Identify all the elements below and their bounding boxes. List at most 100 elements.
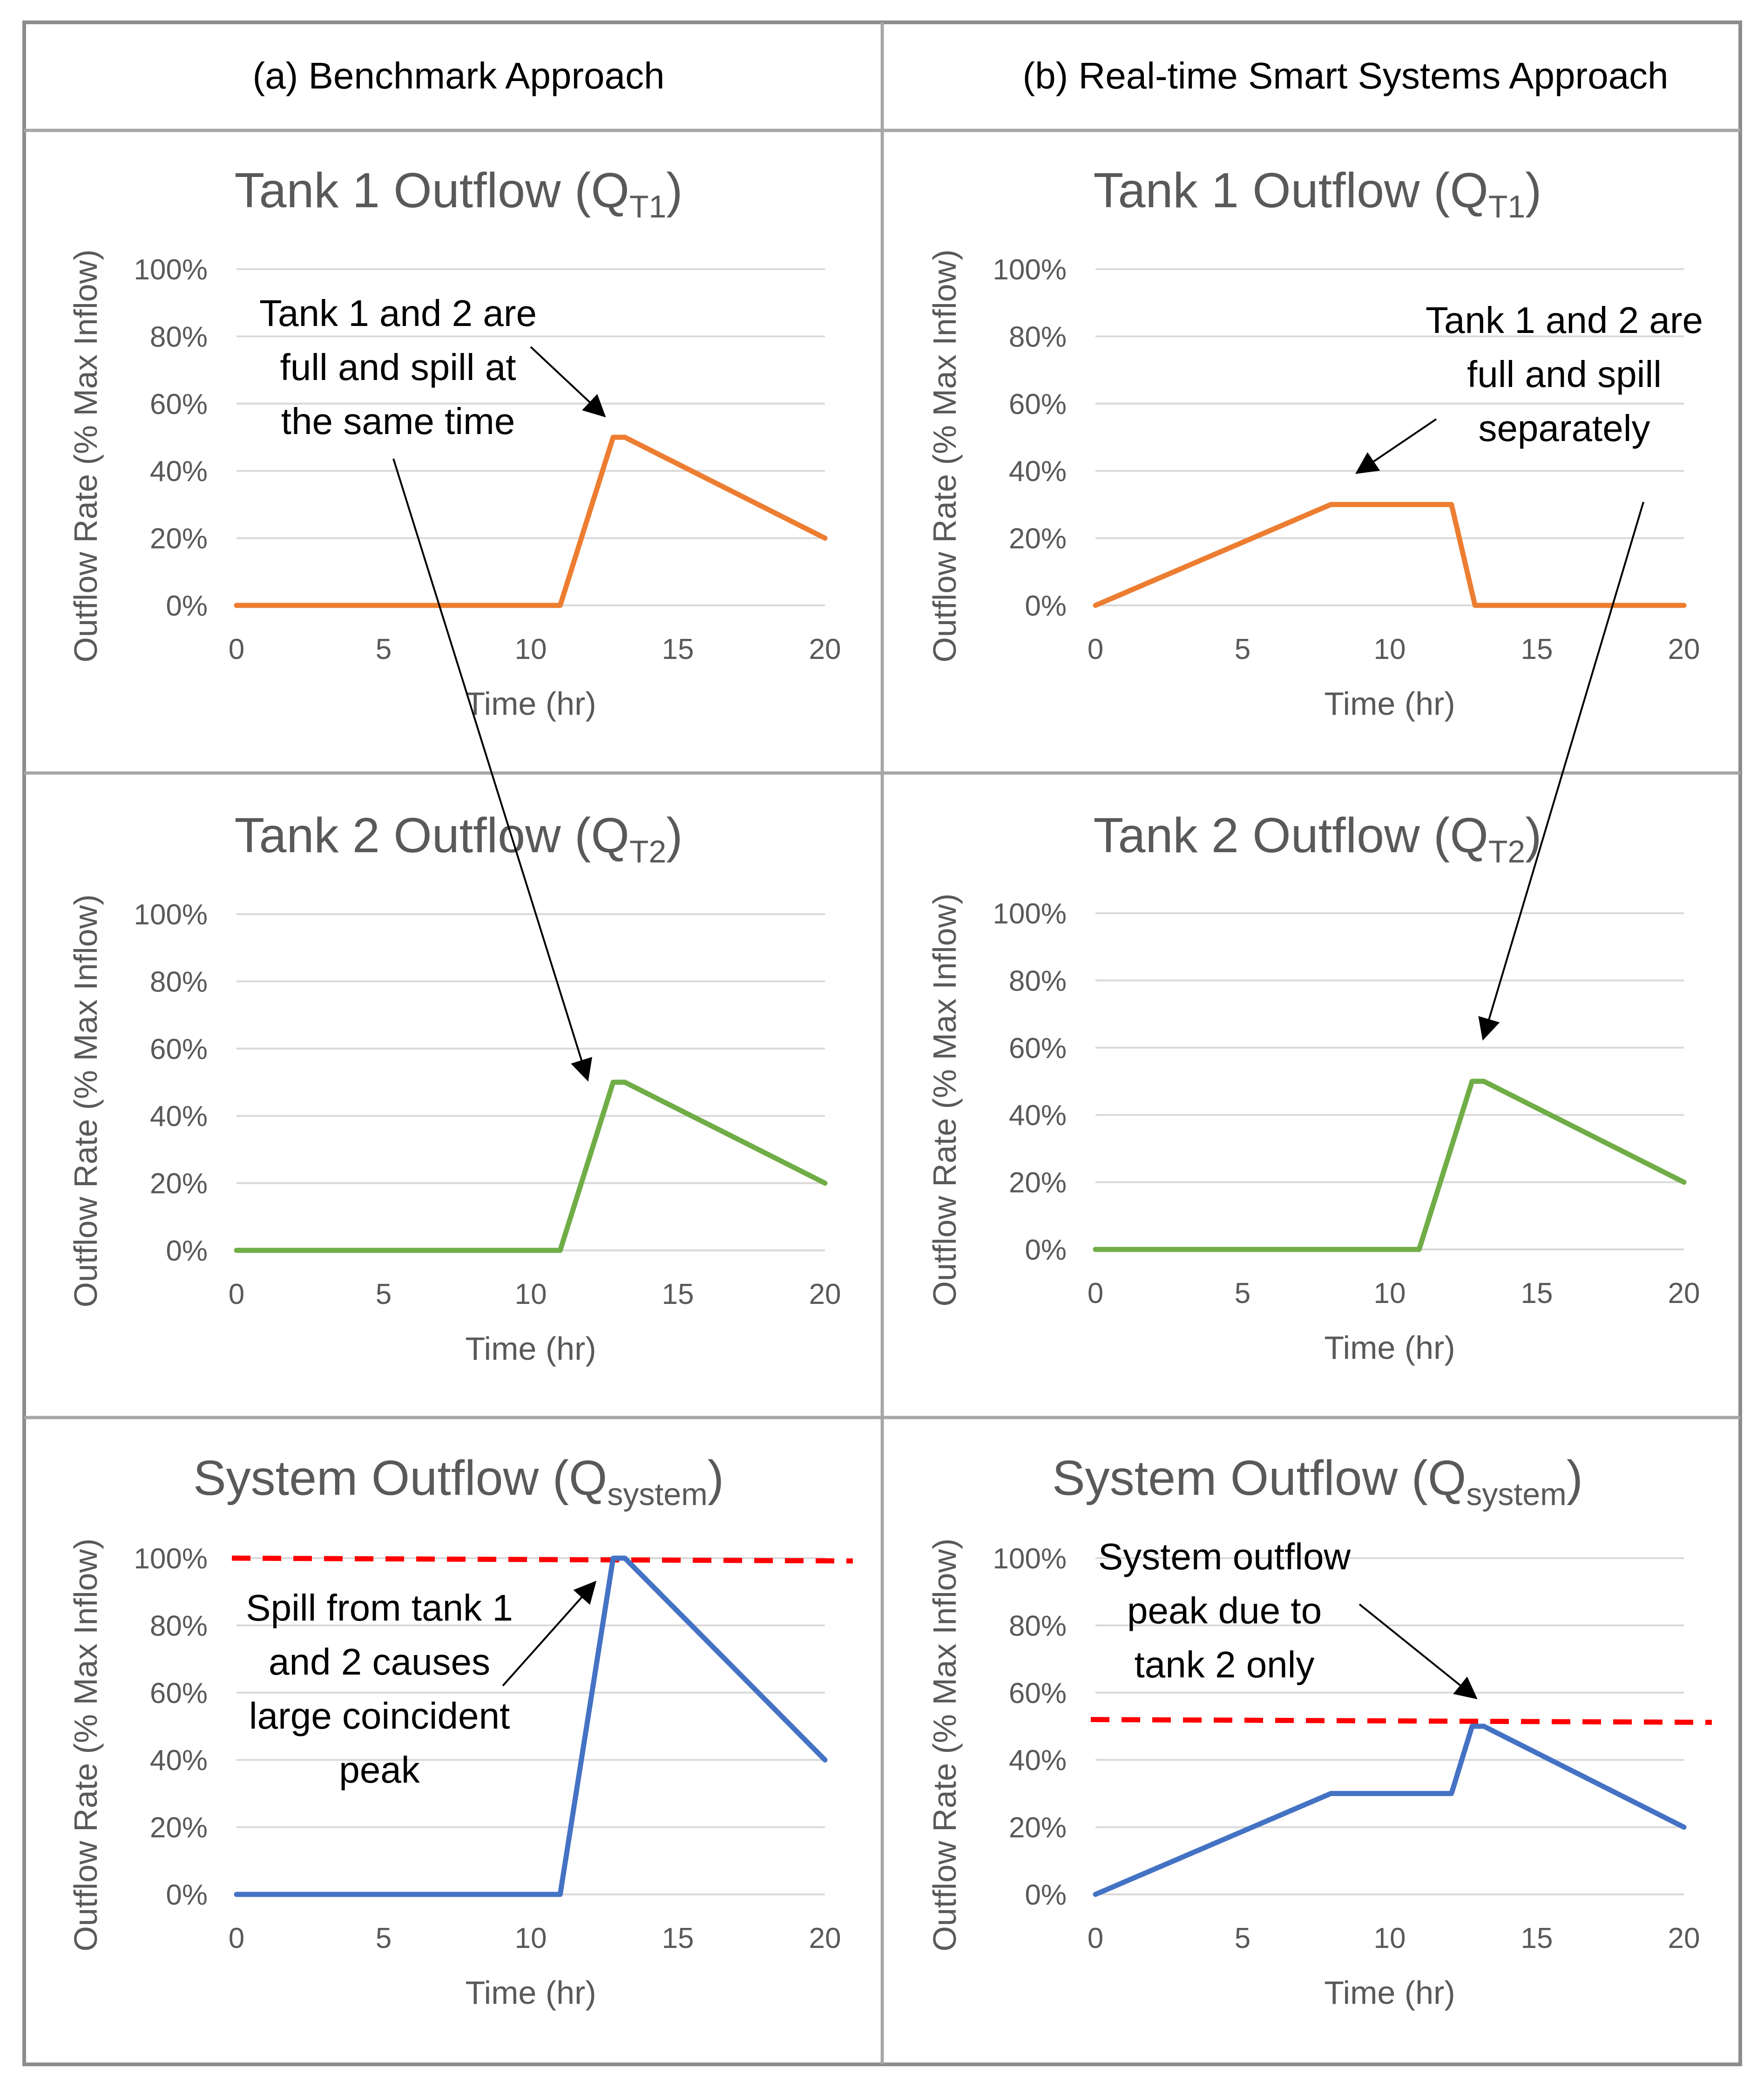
figure: (a) Benchmark Approach (b) Real-time Sma… [0, 0, 1764, 2076]
arrow-b-tank2-peak [1483, 502, 1643, 1038]
y-tick-label: 80% [1009, 965, 1067, 997]
x-tick-label: 15 [662, 1922, 694, 1954]
x-axis-title: Time (hr) [1324, 1974, 1455, 2011]
y-tick-label: 0% [1025, 1879, 1067, 1911]
y-tick-label: 60% [150, 1677, 208, 1710]
y-tick-label: 20% [1009, 1812, 1067, 1844]
x-axis-title: Time (hr) [465, 685, 596, 722]
y-tick-label: 40% [1009, 455, 1067, 488]
y-tick-label: 20% [150, 1812, 208, 1844]
chart-a-tank1-outflow: Tank 1 Outflow (QT1) 0% 20% 40% 60% 80% 100% 0 5… [68, 163, 841, 722]
y-tick-label: 40% [150, 1744, 208, 1777]
annotation-text: Tank 1 and 2 are full and spill separately [1426, 299, 1703, 449]
y-tick-label: 80% [1009, 1610, 1067, 1642]
chart-title: System Outflow (Qsystem) [193, 1451, 724, 1512]
chart-b-system-outflow: System Outflow (Qsystem) 0% 20% 40% 60% 80% 10… [926, 1451, 1712, 2011]
x-tick-label: 20 [809, 1922, 841, 1954]
x-tick-label: 15 [1521, 1277, 1553, 1309]
x-tick-label: 10 [1374, 633, 1406, 665]
y-tick-label: 20% [1009, 1167, 1067, 1199]
x-tick-label: 0 [229, 633, 244, 665]
y-tick-label: 0% [166, 1235, 208, 1267]
y-tick-label: 40% [150, 455, 208, 488]
x-tick-label: 20 [1668, 633, 1700, 665]
x-axis-title: Time (hr) [1324, 685, 1455, 722]
y-tick-label: 80% [150, 321, 208, 353]
peak-dashed-line [232, 1558, 853, 1561]
x-tick-label: 5 [1235, 633, 1250, 665]
x-tick-label: 0 [1088, 1922, 1103, 1954]
y-axis-title: Outflow Rate (% Max Inflow) [68, 1539, 104, 1952]
y-axis-title: Outflow Rate (% Max Inflow) [926, 250, 963, 663]
y-tick-label: 20% [150, 1168, 208, 1200]
x-tick-label: 20 [809, 1278, 841, 1310]
chart-title: System Outflow (Qsystem) [1052, 1451, 1583, 1512]
x-tick-label: 15 [1521, 633, 1553, 665]
x-axis-title: Time (hr) [465, 1974, 596, 2011]
chart-title: Tank 1 Outflow (QT1) [235, 163, 683, 224]
y-tick-label: 60% [1009, 1677, 1067, 1710]
y-tick-label: 100% [134, 254, 208, 286]
y-axis-title: Outflow Rate (% Max Inflow) [926, 894, 963, 1307]
y-tick-label: 40% [150, 1100, 208, 1133]
arrow-a-system-peak [503, 1582, 595, 1686]
y-tick-label: 20% [150, 523, 208, 555]
y-axis-title: Outflow Rate (% Max Inflow) [926, 1539, 963, 1952]
x-tick-label: 10 [1374, 1277, 1406, 1309]
y-tick-label: 60% [1009, 388, 1067, 421]
series-line [1095, 1081, 1684, 1249]
y-axis-title: Outflow Rate (% Max Inflow) [68, 250, 104, 663]
header-right: (b) Real-time Smart Systems Approach [1022, 55, 1668, 96]
y-tick-label: 40% [1009, 1099, 1067, 1132]
y-tick-label: 80% [150, 1610, 208, 1642]
arrow-a-tank2-peak [393, 459, 588, 1079]
y-tick-label: 100% [993, 898, 1067, 930]
arrow-a-tank1-peak [531, 347, 604, 416]
chart-title: Tank 2 Outflow (QT2) [1094, 808, 1542, 869]
y-tick-label: 0% [1025, 590, 1067, 622]
x-tick-label: 5 [376, 633, 392, 665]
chart-a-tank2-outflow: Tank 2 Outflow (QT2) 0% 20% 40% 60% 80% 100% 0 5… [68, 808, 841, 1367]
chart-a-system-outflow: System Outflow (Qsystem) 0% 20% 40% 60% 80% 10… [68, 1451, 853, 2011]
y-tick-label: 60% [1009, 1032, 1067, 1065]
y-tick-label: 0% [166, 1879, 208, 1911]
arrow-b-tank1-plateau [1357, 419, 1436, 473]
y-tick-label: 100% [134, 899, 208, 931]
x-tick-label: 15 [662, 1278, 694, 1310]
annotation-text: System outflow peak due to tank 2 only [1098, 1536, 1351, 1685]
x-tick-label: 10 [515, 633, 547, 665]
chart-title: Tank 1 Outflow (QT1) [1094, 163, 1542, 224]
header-left: (a) Benchmark Approach [253, 55, 665, 96]
x-tick-label: 0 [1088, 633, 1103, 665]
y-tick-label: 80% [150, 966, 208, 998]
x-tick-label: 10 [1374, 1922, 1406, 1954]
y-tick-label: 60% [150, 388, 208, 421]
y-tick-label: 100% [134, 1543, 208, 1575]
x-tick-label: 5 [1235, 1922, 1250, 1954]
x-tick-label: 10 [515, 1278, 547, 1310]
x-tick-label: 0 [229, 1922, 244, 1954]
x-tick-label: 15 [1521, 1922, 1553, 1954]
x-tick-label: 5 [376, 1278, 392, 1310]
peak-dashed-line [1091, 1720, 1712, 1723]
x-tick-label: 20 [1668, 1922, 1700, 1954]
y-tick-label: 0% [166, 590, 208, 622]
series-line [1095, 1726, 1684, 1894]
chart-b-tank2-outflow: Tank 2 Outflow (QT2) 0% 20% 40% 60% 80% 100% 0 5… [926, 808, 1700, 1366]
y-tick-label: 100% [993, 1543, 1067, 1575]
x-tick-label: 5 [1235, 1277, 1250, 1309]
x-tick-label: 20 [809, 633, 841, 665]
y-tick-label: 20% [1009, 523, 1067, 555]
x-axis-title: Time (hr) [1324, 1330, 1455, 1366]
y-tick-label: 80% [1009, 321, 1067, 353]
chart-title: Tank 2 Outflow (QT2) [235, 808, 683, 869]
x-tick-label: 10 [515, 1922, 547, 1954]
y-tick-label: 100% [993, 254, 1067, 286]
y-axis-title: Outflow Rate (% Max Inflow) [68, 895, 104, 1308]
series-line [1095, 504, 1684, 605]
x-axis-title: Time (hr) [465, 1330, 596, 1367]
annotation-text: Tank 1 and 2 are full and spill at the sam… [259, 292, 537, 442]
y-tick-label: 60% [150, 1033, 208, 1065]
series-line [237, 1082, 825, 1250]
x-tick-label: 5 [376, 1922, 392, 1954]
